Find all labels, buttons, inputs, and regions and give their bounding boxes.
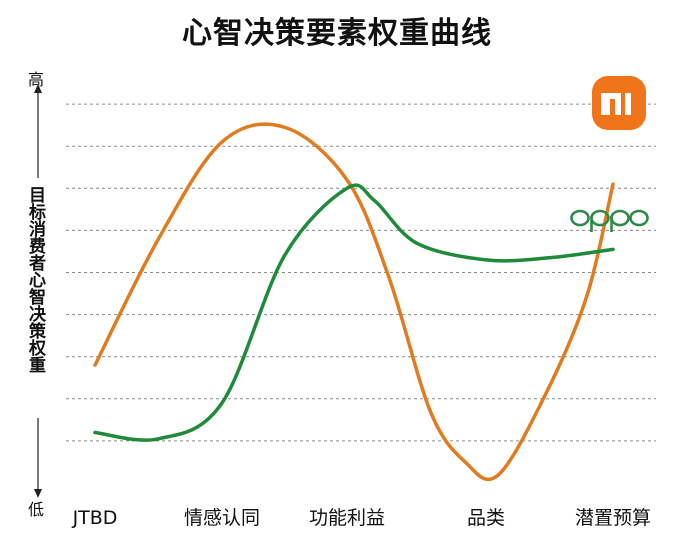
y-axis-low-label: 低: [28, 500, 45, 519]
x-tick-label: 情感认同: [184, 507, 260, 529]
x-tick-label: 品类: [467, 507, 505, 529]
x-tick-label: 功能利益: [309, 507, 385, 529]
series-lines: [93, 122, 615, 482]
series-line-green: [93, 183, 615, 442]
mi-logo: [592, 76, 646, 130]
series-line-orange: [93, 122, 615, 482]
chart-title: 心智决策要素权重曲线: [182, 16, 492, 51]
x-tick-label: 潜置预算: [575, 507, 651, 529]
oppo-logo: [570, 209, 649, 232]
x-tick-labels: JTBD 情感认同 功能利益 品类 潜置预算: [72, 507, 651, 529]
y-axis-arrow: [34, 84, 42, 498]
x-tick-label: JTBD: [72, 507, 118, 529]
y-axis-label: 目标消费者心智决策权重: [25, 186, 45, 373]
grid-lines: [66, 103, 656, 442]
y-axis-high-label: 高: [28, 70, 45, 89]
